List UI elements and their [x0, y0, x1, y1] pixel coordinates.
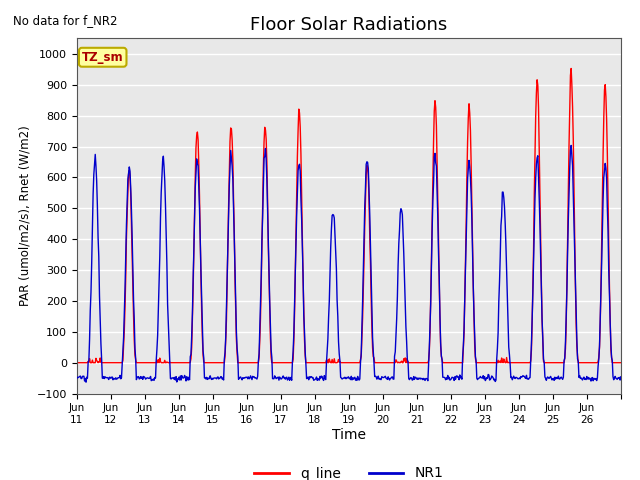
Line: q_line: q_line — [77, 69, 621, 363]
Legend: q_line, NR1: q_line, NR1 — [249, 461, 449, 480]
NR1 — [406, 377, 413, 383]
NR1 — [617, 374, 625, 380]
NR1 — [82, 379, 90, 385]
Y-axis label: PAR (umol/m2/s), Rnet (W/m2): PAR (umol/m2/s), Rnet (W/m2) — [18, 126, 31, 306]
q_line — [73, 360, 81, 366]
NR1 — [73, 374, 81, 380]
NR1 — [436, 312, 444, 318]
NR1 — [264, 239, 272, 245]
NR1 — [567, 143, 575, 148]
Line: NR1: NR1 — [77, 145, 621, 382]
q_line — [284, 360, 292, 366]
q_line — [435, 280, 443, 286]
q_line — [567, 66, 575, 72]
q_line — [137, 360, 145, 366]
q_line — [237, 360, 244, 366]
NR1 — [237, 376, 245, 382]
q_line — [405, 360, 413, 366]
Text: TZ_sm: TZ_sm — [82, 51, 124, 64]
NR1 — [285, 374, 292, 380]
q_line — [264, 197, 271, 203]
Title: Floor Solar Radiations: Floor Solar Radiations — [250, 16, 447, 34]
q_line — [617, 360, 625, 366]
NR1 — [138, 375, 145, 381]
X-axis label: Time: Time — [332, 428, 366, 442]
Text: No data for f_NR2: No data for f_NR2 — [13, 14, 117, 27]
